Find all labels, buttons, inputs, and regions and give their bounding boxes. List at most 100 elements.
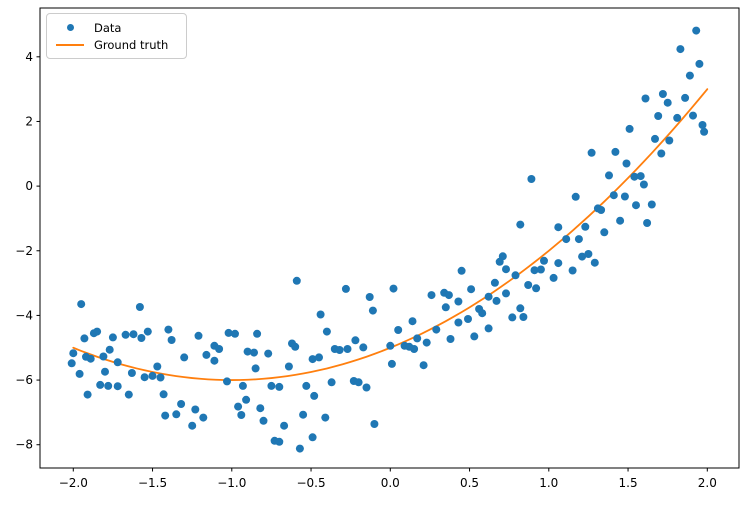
- data-point: [454, 297, 463, 306]
- data-point: [578, 252, 587, 261]
- y-axis: −8 −6 −4 −2 0 2 4: [15, 50, 40, 452]
- data-point: [188, 421, 197, 430]
- data-point: [470, 332, 479, 341]
- data-point: [611, 147, 620, 156]
- data-point: [242, 395, 251, 404]
- data-point: [224, 328, 233, 337]
- data-point: [630, 172, 639, 181]
- data-point: [308, 355, 317, 364]
- data-point: [351, 336, 360, 345]
- x-tick-label: 2.0: [698, 476, 717, 490]
- data-point: [164, 325, 173, 334]
- data-point: [231, 329, 239, 338]
- x-tick-label: 1.5: [619, 476, 638, 490]
- data-point: [673, 113, 682, 122]
- data-point: [695, 59, 704, 68]
- legend: Data Ground truth: [46, 13, 187, 59]
- data-point: [135, 303, 144, 311]
- data-point: [457, 266, 466, 275]
- data-point: [113, 382, 122, 391]
- data-point: [172, 410, 181, 419]
- data-point: [83, 390, 92, 399]
- data-point: [199, 413, 208, 422]
- data-point: [386, 341, 395, 350]
- legend-entry-data: Data: [55, 20, 178, 35]
- data-point: [508, 313, 517, 322]
- legend-label-data: Data: [94, 20, 122, 35]
- data-point: [632, 201, 640, 210]
- data-point: [256, 404, 265, 413]
- ground-truth-line: [72, 88, 709, 381]
- data-point: [316, 310, 325, 319]
- data-point: [194, 331, 203, 340]
- data-point: [124, 390, 133, 399]
- data-point: [101, 367, 109, 376]
- data-point: [647, 200, 656, 209]
- data-point: [295, 444, 304, 453]
- data-point: [532, 284, 541, 293]
- x-tick-label: −0.5: [296, 476, 325, 490]
- y-tick-label: −2: [15, 244, 33, 258]
- data-point: [600, 228, 609, 237]
- data-point: [77, 300, 86, 309]
- data-point: [609, 191, 618, 200]
- data-point: [620, 192, 629, 201]
- data-marker-icon: [55, 24, 85, 31]
- data-point: [519, 313, 528, 321]
- data-point: [413, 334, 422, 343]
- data-point: [156, 373, 165, 382]
- data-point: [275, 437, 284, 446]
- data-point: [492, 296, 501, 305]
- data-point: [700, 127, 709, 136]
- y-tick-label: 2: [25, 114, 33, 128]
- data-point: [502, 265, 510, 274]
- data-point: [191, 405, 200, 414]
- data-point: [321, 413, 330, 422]
- data-point: [167, 336, 176, 344]
- data-point: [516, 220, 525, 229]
- data-point: [554, 223, 563, 232]
- data-point: [308, 433, 317, 442]
- data-point: [259, 416, 268, 425]
- data-point: [153, 362, 162, 371]
- data-point: [605, 171, 613, 180]
- data-point: [597, 206, 606, 214]
- data-point: [237, 411, 246, 419]
- y-tick-label: 0: [25, 179, 33, 193]
- data-point: [315, 353, 323, 362]
- data-point: [581, 222, 590, 231]
- data-point: [335, 346, 344, 354]
- data-point: [530, 266, 539, 275]
- data-point: [625, 124, 634, 133]
- data-point: [444, 291, 453, 300]
- data-point: [368, 306, 377, 315]
- data-point: [685, 71, 694, 80]
- data-point: [93, 327, 102, 336]
- data-point: [387, 359, 396, 368]
- data-point: [549, 273, 558, 282]
- data-point: [651, 134, 659, 143]
- data-point: [177, 400, 186, 408]
- data-point: [159, 390, 168, 399]
- data-point: [264, 349, 273, 358]
- data-point: [446, 335, 455, 343]
- data-point: [641, 94, 650, 103]
- data-point: [215, 345, 224, 353]
- data-point: [180, 353, 189, 362]
- data-point: [511, 271, 520, 280]
- data-point: [343, 345, 352, 353]
- data-point: [432, 325, 441, 334]
- data-point: [568, 266, 577, 275]
- data-point: [536, 265, 545, 274]
- x-tick-label: −2.0: [59, 476, 88, 490]
- data-point: [663, 98, 672, 107]
- data-point: [622, 159, 631, 168]
- data-point: [291, 342, 300, 351]
- data-point: [310, 391, 319, 400]
- data-point: [616, 216, 625, 225]
- data-point: [554, 259, 563, 268]
- data-point: [362, 383, 371, 392]
- data-point: [571, 192, 580, 201]
